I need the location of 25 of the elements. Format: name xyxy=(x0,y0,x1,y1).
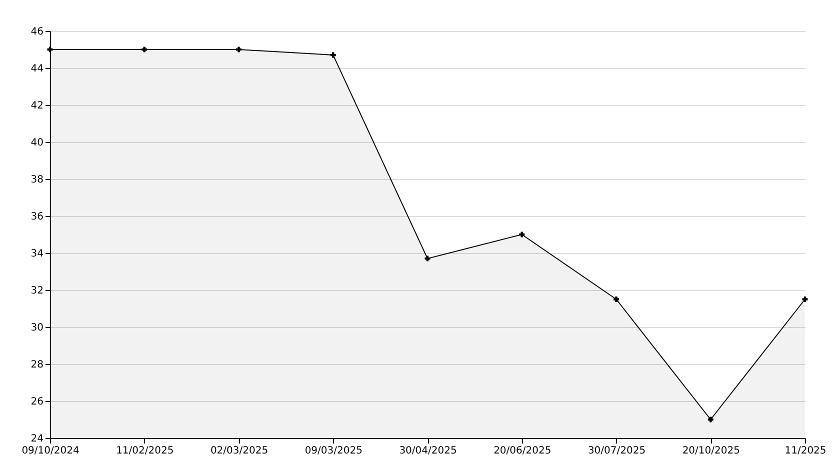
y-tick-label: 28 xyxy=(30,360,44,370)
y-tick-label: 32 xyxy=(30,286,44,296)
x-tick-label: 20/06/2025 xyxy=(494,446,552,456)
point xyxy=(236,46,242,52)
y-tick-label: 40 xyxy=(30,138,44,148)
point xyxy=(614,296,619,302)
y-tick-label: 34 xyxy=(30,248,44,260)
y-tick-label: 42 xyxy=(30,100,44,112)
y-tick-label: 36 xyxy=(30,212,44,222)
y-tick-label: 30 xyxy=(30,322,44,334)
y-tick-label: 24 xyxy=(30,434,44,444)
x-tick-label: 09/10/2024 xyxy=(22,446,80,456)
y-tick-label: 44 xyxy=(30,64,44,74)
point xyxy=(802,296,808,302)
y-tick-label: 26 xyxy=(30,396,44,408)
x-tick-label: 02/03/2025 xyxy=(210,446,268,456)
x-tick-label: 11/02/2025 xyxy=(116,446,174,456)
x-tick-label: 11/2025 xyxy=(784,446,826,456)
x-tick-label: 09/03/2025 xyxy=(304,446,362,456)
y-tick-label: 46 xyxy=(30,26,44,38)
point xyxy=(330,52,336,58)
y-tick-label: 38 xyxy=(30,174,44,186)
x-tick-label: 30/04/2025 xyxy=(399,446,457,456)
x-tick-label: 20/10/2025 xyxy=(682,446,740,456)
x-tick-label: 30/07/2025 xyxy=(588,446,646,456)
